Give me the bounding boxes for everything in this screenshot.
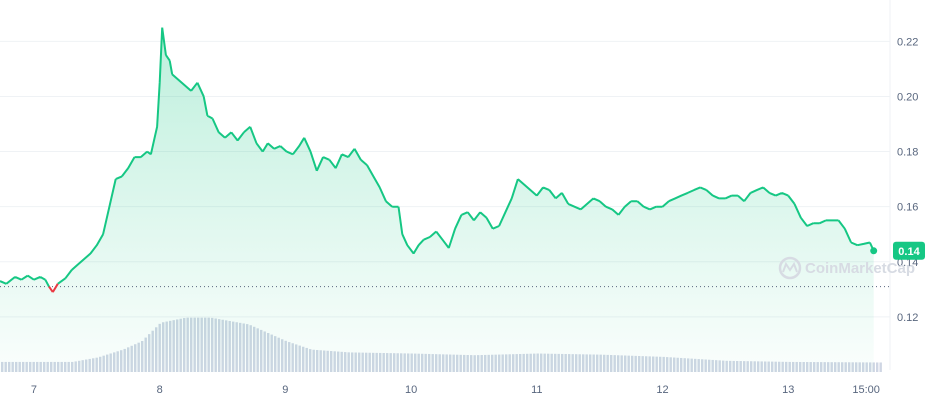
- watermark-text: CoinMarketCap: [805, 260, 915, 277]
- x-axis-ticks: 7 8 9 10 11 12 13 15:00: [31, 384, 880, 396]
- coinmarketcap-watermark: CoinMarketCap: [778, 256, 915, 280]
- coinmarketcap-logo-icon: [778, 256, 802, 280]
- current-price-label: 0.14: [898, 246, 920, 258]
- x-tick-label: 12: [656, 384, 668, 396]
- y-tick-label: 0.12: [897, 312, 918, 324]
- y-tick-label: 0.16: [897, 202, 918, 214]
- x-tick-label: 15:00: [852, 384, 880, 396]
- x-tick-label: 8: [157, 384, 163, 396]
- price-line-up: [0, 27, 875, 288]
- coinmarketcap-logo-mark: [782, 261, 798, 273]
- x-tick-label: 9: [282, 384, 288, 396]
- volume-bar: [876, 362, 879, 372]
- y-tick-label: 0.18: [897, 147, 918, 159]
- last-price-dot: [870, 247, 878, 255]
- y-tick-label: 0.20: [897, 91, 918, 103]
- x-tick-label: 7: [31, 384, 37, 396]
- y-tick-label: 0.22: [897, 36, 918, 48]
- price-area-fill: [0, 27, 874, 372]
- x-tick-label: 11: [531, 384, 542, 396]
- x-tick-label: 13: [782, 384, 794, 396]
- y-axis-ticks: 0.12 0.14 0.16 0.18 0.20 0.22: [897, 36, 918, 324]
- x-tick-label: 10: [405, 384, 417, 396]
- current-price-badge: [893, 241, 925, 260]
- volume-bar: [879, 362, 882, 372]
- price-line-down: [48, 283, 59, 293]
